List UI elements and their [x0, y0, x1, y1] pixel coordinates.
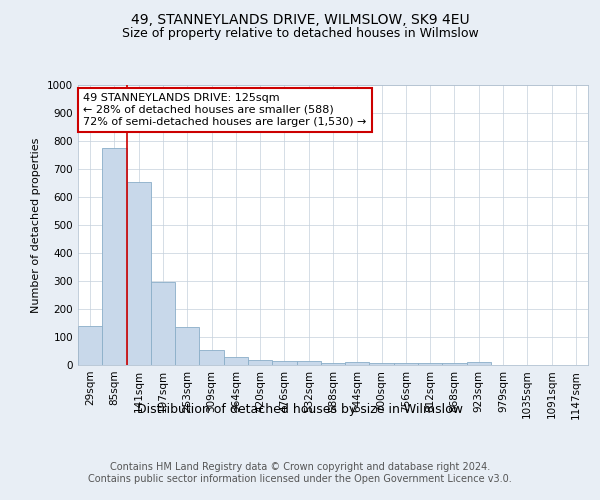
Bar [127, 182, 151, 365]
Bar [224, 357, 248, 365]
Bar [394, 363, 418, 365]
Bar [102, 148, 127, 365]
Bar [199, 350, 224, 365]
Text: Distribution of detached houses by size in Wilmslow: Distribution of detached houses by size … [137, 402, 463, 415]
Bar [345, 362, 370, 365]
Bar [370, 363, 394, 365]
Bar [418, 363, 442, 365]
Bar [272, 361, 296, 365]
Y-axis label: Number of detached properties: Number of detached properties [31, 138, 41, 312]
Bar [78, 326, 102, 365]
Text: Size of property relative to detached houses in Wilmslow: Size of property relative to detached ho… [122, 28, 478, 40]
Bar [296, 362, 321, 365]
Bar [248, 360, 272, 365]
Bar [442, 363, 467, 365]
Text: 49, STANNEYLANDS DRIVE, WILMSLOW, SK9 4EU: 49, STANNEYLANDS DRIVE, WILMSLOW, SK9 4E… [131, 12, 469, 26]
Bar [467, 362, 491, 365]
Bar [175, 327, 199, 365]
Text: 49 STANNEYLANDS DRIVE: 125sqm
← 28% of detached houses are smaller (588)
72% of : 49 STANNEYLANDS DRIVE: 125sqm ← 28% of d… [83, 94, 367, 126]
Bar [321, 363, 345, 365]
Text: Contains HM Land Registry data © Crown copyright and database right 2024.
Contai: Contains HM Land Registry data © Crown c… [88, 462, 512, 484]
Bar [151, 282, 175, 365]
